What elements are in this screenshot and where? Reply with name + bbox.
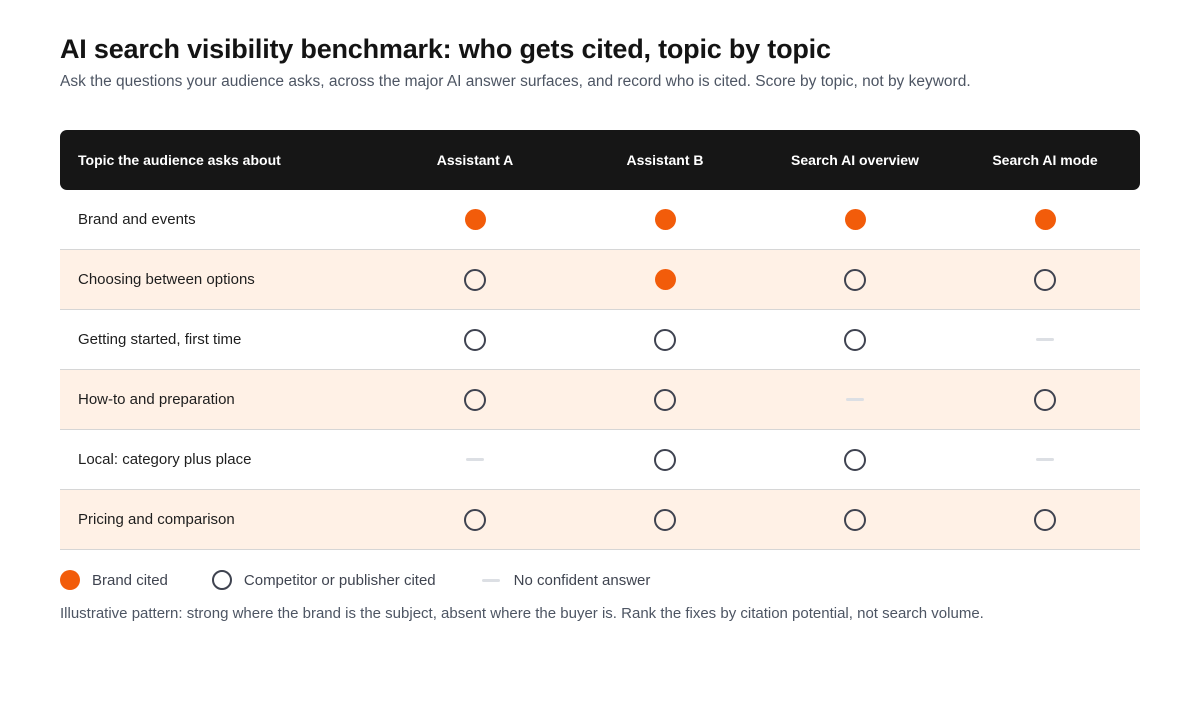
table-cell: [380, 458, 570, 461]
no-answer-mark: [1036, 458, 1054, 461]
header-column: Search AI overview: [791, 152, 919, 168]
brand-cited-mark: [654, 209, 676, 230]
table-cell: [950, 209, 1140, 230]
competitor-cited-mark: [1034, 388, 1056, 411]
page-title: AI search visibility benchmark: who gets…: [60, 34, 831, 64]
table-cell: [570, 209, 760, 230]
no-answer-mark: [846, 398, 864, 401]
brand-cited-mark: [60, 570, 80, 590]
table-row: How-to and preparation: [60, 370, 1140, 430]
brand-cited-mark: [844, 209, 866, 230]
header-topic: Topic the audience asks about: [78, 152, 281, 168]
table-body: Brand and events Choosing between options…: [60, 190, 1140, 550]
table-cell: [950, 458, 1140, 461]
competitor-cited-mark: [464, 268, 486, 291]
brand-cited-mark: [654, 269, 676, 290]
row-topic: Pricing and comparison: [78, 511, 235, 528]
table-cell: [570, 269, 760, 290]
table-row: Choosing between options: [60, 250, 1140, 310]
footnote: Illustrative pattern: strong where the b…: [60, 605, 984, 622]
table-row: Local: category plus place: [60, 430, 1140, 490]
competitor-cited-mark: [1034, 508, 1056, 531]
table-cell: [570, 328, 760, 351]
competitor-cited-mark: [1034, 268, 1056, 291]
competitor-cited-mark: [654, 448, 676, 471]
table-cell: [380, 388, 570, 411]
legend: Brand cited Competitor or publisher cited…: [60, 568, 694, 592]
legend-item: Competitor or publisher cited: [211, 570, 436, 590]
header-column: Assistant B: [626, 152, 704, 168]
table-cell: [760, 508, 950, 531]
brand-cited-mark: [1034, 209, 1056, 230]
page-subtitle: Ask the questions your audience asks, ac…: [60, 73, 971, 90]
table-cell: [760, 328, 950, 351]
legend-label: No confident answer: [513, 571, 651, 589]
header-column: Search AI mode: [992, 152, 1098, 168]
competitor-cited-mark: [844, 448, 866, 471]
competitor-cited-mark: [844, 268, 866, 291]
table-cell: [570, 508, 760, 531]
legend-item: No confident answer: [480, 571, 651, 589]
row-topic: Local: category plus place: [78, 451, 252, 468]
header-column: Assistant A: [436, 152, 514, 168]
table-cell: [380, 268, 570, 291]
table-cell: [570, 388, 760, 411]
brand-cited-mark: [464, 209, 486, 230]
competitor-cited-mark: [211, 570, 232, 590]
table-cell: [950, 268, 1140, 291]
table-cell: [760, 268, 950, 291]
table-cell: [380, 508, 570, 531]
legend-label: Brand cited: [92, 571, 168, 589]
table-header: Topic the audience asks about Assistant …: [60, 130, 1140, 190]
competitor-cited-mark: [844, 328, 866, 351]
no-answer-mark: [466, 458, 484, 461]
competitor-cited-mark: [464, 328, 486, 351]
table-cell: [760, 398, 950, 401]
table-cell: [380, 328, 570, 351]
competitor-cited-mark: [654, 388, 676, 411]
competitor-cited-mark: [844, 508, 866, 531]
legend-label: Competitor or publisher cited: [243, 571, 436, 589]
table-cell: [760, 209, 950, 230]
row-topic: Brand and events: [78, 211, 196, 228]
table-cell: [950, 388, 1140, 411]
table-cell: [760, 448, 950, 471]
table-cell: [950, 508, 1140, 531]
row-topic: Getting started, first time: [78, 331, 242, 348]
competitor-cited-mark: [654, 328, 676, 351]
row-topic: How-to and preparation: [78, 391, 235, 408]
competitor-cited-mark: [654, 508, 676, 531]
table-cell: [950, 338, 1140, 341]
competitor-cited-mark: [464, 388, 486, 411]
no-answer-mark: [481, 578, 500, 582]
table-cell: [380, 209, 570, 230]
legend-item: Brand cited: [60, 570, 168, 590]
competitor-cited-mark: [464, 508, 486, 531]
row-topic: Choosing between options: [78, 271, 255, 288]
table-row: Getting started, first time: [60, 310, 1140, 370]
citation-table: Topic the audience asks about Assistant …: [60, 130, 1140, 550]
table-row: Brand and events: [60, 190, 1140, 250]
table-row: Pricing and comparison: [60, 490, 1140, 550]
no-answer-mark: [1036, 338, 1054, 341]
table-cell: [570, 448, 760, 471]
